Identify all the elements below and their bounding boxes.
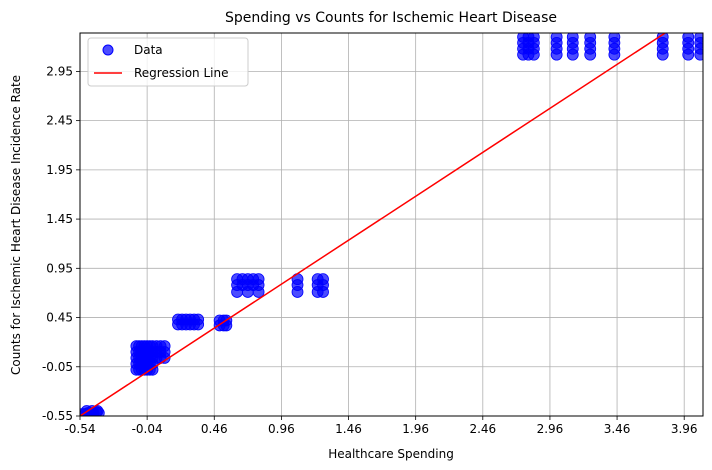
y-tick-label: -0.55 bbox=[42, 409, 73, 423]
axis-ticks: -0.54 -0.04 0.46 0.96 1.46 1.96 2.46 2.96 3.46 3.… bbox=[42, 64, 698, 436]
plot-frame bbox=[79, 32, 704, 417]
y-tick-label: 1.45 bbox=[46, 212, 73, 226]
data-point bbox=[252, 286, 265, 298]
data-point bbox=[656, 48, 669, 61]
chart-title: Spending vs Counts for Ischemic Heart Di… bbox=[225, 10, 557, 26]
x-tick-label: 3.96 bbox=[671, 422, 698, 436]
x-tick-label: 1.46 bbox=[335, 422, 362, 436]
x-tick-label: 3.46 bbox=[604, 422, 631, 436]
y-axis-label: Counts for Ischemic Heart Disease Incide… bbox=[9, 75, 23, 375]
y-tick-label: 0.45 bbox=[46, 311, 73, 325]
data-point bbox=[91, 405, 104, 416]
x-tick-label: -0.54 bbox=[64, 422, 95, 436]
data-point bbox=[550, 48, 563, 61]
y-tick-label: -0.05 bbox=[42, 360, 73, 374]
y-tick-label: 1.95 bbox=[46, 163, 73, 177]
y-tick-label: 0.95 bbox=[46, 261, 73, 275]
data-point bbox=[317, 286, 329, 298]
y-tick-label: 2.45 bbox=[46, 114, 73, 128]
regression-line-layer bbox=[80, 33, 667, 416]
data-point bbox=[527, 48, 540, 61]
data-points bbox=[80, 33, 703, 416]
x-tick-label: 2.96 bbox=[537, 422, 564, 436]
regression-line bbox=[80, 33, 667, 416]
legend-data-marker bbox=[102, 44, 114, 56]
data-point bbox=[291, 286, 304, 298]
data-point bbox=[584, 48, 597, 61]
y-tick-label: 2.95 bbox=[46, 64, 73, 78]
x-axis-label: Healthcare Spending bbox=[328, 447, 454, 461]
x-tick-label: -0.04 bbox=[132, 422, 163, 436]
x-tick-label: 0.46 bbox=[201, 422, 228, 436]
data-point bbox=[192, 313, 205, 326]
x-tick-label: 1.96 bbox=[402, 422, 429, 436]
data-point bbox=[608, 48, 621, 61]
grid-lines bbox=[79, 33, 703, 417]
legend-box bbox=[87, 37, 249, 87]
x-tick-label: 0.96 bbox=[268, 422, 295, 436]
legend: Data Regression Line bbox=[87, 37, 249, 87]
x-tick-label: 2.46 bbox=[469, 422, 496, 436]
legend-line-label: Regression Line bbox=[134, 66, 228, 80]
data-point bbox=[566, 48, 579, 61]
data-point bbox=[694, 48, 703, 61]
legend-data-label: Data bbox=[134, 43, 163, 57]
data-point bbox=[682, 48, 695, 61]
